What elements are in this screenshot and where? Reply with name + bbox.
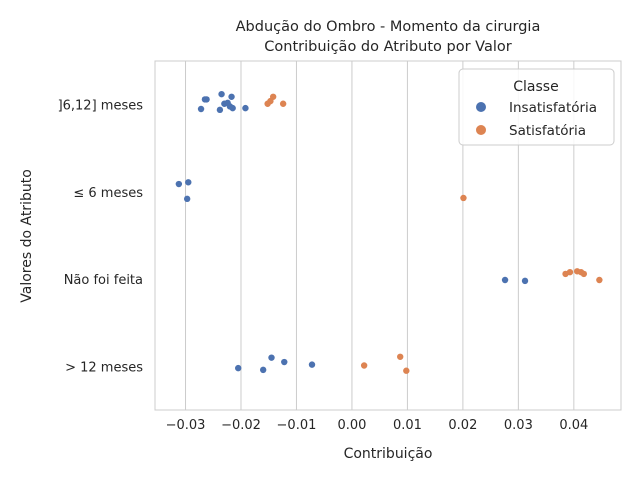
- point-insatisfatoria: [229, 104, 236, 112]
- point-insatisfatoria: [308, 361, 316, 368]
- x-tick-label: 0.00: [337, 418, 366, 433]
- point-satisfatoria: [279, 100, 287, 107]
- point-insatisfatoria: [218, 90, 225, 98]
- x-tick-label: −0.03: [166, 418, 206, 433]
- data-points: [175, 90, 603, 374]
- legend-title: Classe: [513, 79, 558, 95]
- point-insatisfatoria: [185, 179, 192, 186]
- plot-frame: [154, 60, 622, 411]
- x-tick-label: −0.01: [277, 418, 317, 433]
- point-insatisfatoria: [197, 105, 205, 113]
- x-tick-label: 0.04: [559, 418, 588, 433]
- x-axis-ticks: −0.03 −0.02 −0.01 0.00 0.01 0.02 0.03 0.04: [166, 418, 589, 433]
- point-insatisfatoria: [521, 277, 529, 285]
- point-insatisfatoria: [228, 93, 235, 100]
- legend-label-satisfatoria: Satisfatória: [509, 123, 586, 139]
- point-satisfatoria: [580, 270, 588, 278]
- y-tick-label: Não foi feita: [64, 273, 143, 288]
- legend: Classe Insatisfatória Satisfatória: [458, 68, 615, 146]
- point-insatisfatoria: [203, 96, 210, 103]
- point-insatisfatoria: [501, 276, 509, 284]
- point-satisfatoria: [403, 367, 410, 374]
- legend-marker-insatisfatoria: [476, 102, 486, 112]
- legend-box: [458, 68, 615, 146]
- chart-title-line-2: Contribuição do Atributo por Valor: [264, 39, 511, 55]
- legend-label-insatisfatoria: Insatisfatória: [509, 100, 597, 116]
- x-tick-label: 0.02: [448, 418, 477, 433]
- x-tick-label: 0.01: [393, 418, 422, 433]
- point-insatisfatoria: [235, 364, 242, 372]
- x-tick-label: −0.02: [221, 418, 261, 433]
- point-insatisfatoria: [183, 195, 191, 203]
- point-satisfatoria: [562, 270, 569, 278]
- point-insatisfatoria: [242, 104, 249, 112]
- y-tick-label: ]6,12] meses: [58, 99, 144, 114]
- point-insatisfatoria: [268, 354, 275, 361]
- point-satisfatoria: [596, 276, 603, 284]
- point-satisfatoria: [264, 100, 271, 107]
- legend-marker-satisfatoria: [476, 125, 486, 135]
- chart-title-line-1: Abdução do Ombro - Momento da cirurgia: [236, 19, 541, 35]
- point-insatisfatoria: [175, 180, 183, 188]
- point-satisfatoria: [460, 194, 467, 202]
- point-satisfatoria: [360, 362, 368, 369]
- x-tick-label: 0.03: [504, 418, 533, 433]
- point-satisfatoria: [397, 353, 404, 360]
- y-tick-label: > 12 meses: [65, 360, 143, 375]
- y-axis-label: Valores do Atributo: [19, 169, 35, 303]
- x-axis-label: Contribuição: [344, 446, 433, 462]
- y-tick-label: ≤ 6 meses: [73, 186, 143, 201]
- y-axis-ticks: ]6,12] meses ≤ 6 meses Não foi feita > 12 m…: [58, 99, 144, 376]
- point-insatisfatoria: [259, 366, 267, 374]
- point-insatisfatoria: [281, 358, 288, 366]
- point-insatisfatoria: [216, 106, 224, 114]
- plot-area: [154, 60, 622, 411]
